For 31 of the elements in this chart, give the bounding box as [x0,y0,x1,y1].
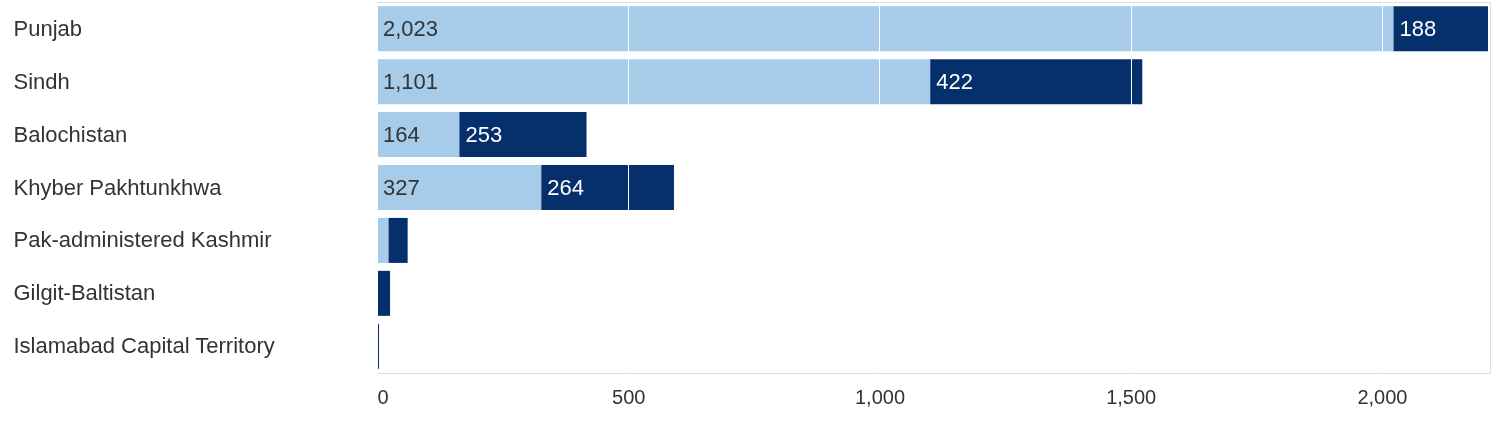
bar [377,112,460,158]
data-label: 253 [465,121,503,147]
x-tick-label: 1,500 [1106,385,1157,408]
x-tick-label: 0 [377,385,389,408]
y-tick-label: Pak-administered Kashmir [13,227,272,253]
bar [378,270,391,316]
data-label: 327 [383,174,420,200]
y-tick-label: Punjab [13,15,83,41]
x-tick-label: 500 [612,385,646,408]
y-tick-label: Balochistan [13,121,128,147]
data-label: 264 [547,174,585,200]
bar [930,59,1143,105]
y-tick-label: Sindh [13,68,70,94]
data-label: 422 [936,68,973,94]
data-label: 188 [1399,15,1437,41]
bar [459,112,587,158]
bar [377,59,931,105]
x-tick-label: 1,000 [854,385,906,408]
x-tick-label: 2,000 [1357,385,1408,408]
data-label: 2,023 [383,15,439,41]
y-tick-label: Gilgit-Baltistan [13,280,156,306]
y-tick-label: Islamabad Capital Territory [13,333,275,359]
data-label: 164 [383,121,420,147]
bar [541,165,674,210]
bar [377,217,389,263]
data-label: 1,101 [383,68,439,94]
y-tick-label: Khyber Pakhtunkhwa [13,174,223,200]
bar [1393,6,1488,52]
bar [377,6,1394,52]
bar [388,217,408,263]
bar [377,165,542,210]
